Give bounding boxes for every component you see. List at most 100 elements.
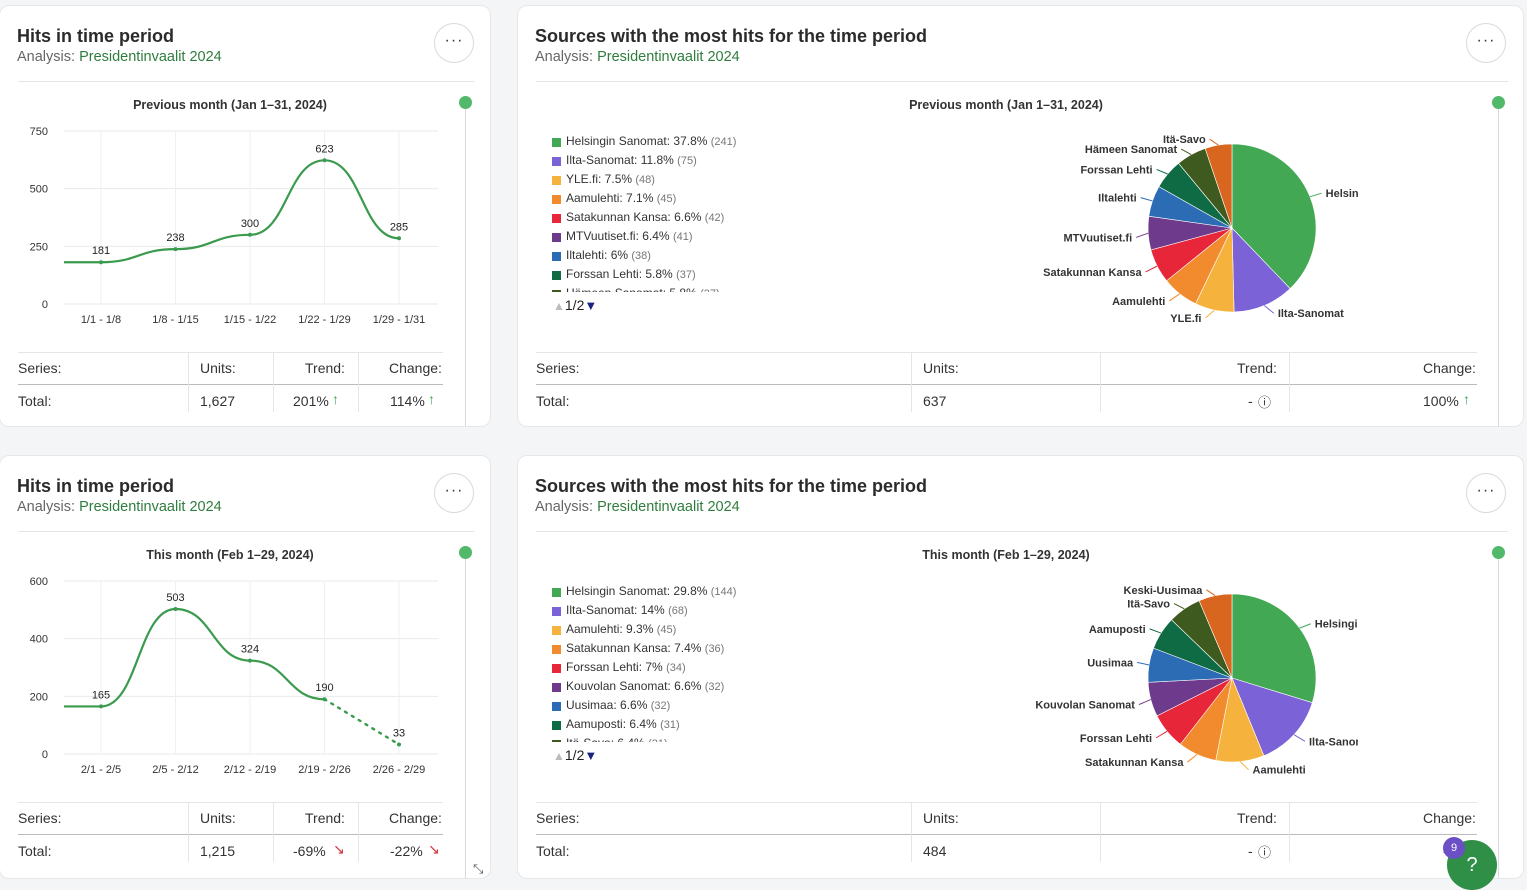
legend-label: Satakunnan Kansa: 7.4% [566,641,705,655]
pager-up-icon[interactable]: ▲ [553,749,565,763]
legend-swatch [552,233,561,242]
hits-card-current: Hits in time period Analysis: Presidenti… [0,455,491,879]
chart-title: Previous month (Jan 1–31, 2024) [909,98,1103,112]
pie-leader-line [1293,734,1306,742]
timeline-handle[interactable] [1492,96,1505,109]
row-units: 637 [923,393,947,409]
header-series: Series: [536,360,580,376]
card-analysis: Analysis: Presidentinvaalit 2024 [17,49,222,65]
legend-count: (32) [650,700,671,712]
row-trend: -69% [293,843,326,859]
legend-item[interactable]: Aamuposti: 6.4% (31) [552,717,736,736]
legend-item[interactable]: Uusimaa: 6.6% (32) [552,698,736,717]
data-point [173,247,178,252]
resize-handle-icon[interactable]: ⤡ [473,861,484,876]
timeline-handle[interactable] [459,96,472,109]
legend-item[interactable]: Helsingin Sanomat: 29.8% (144) [552,584,736,603]
data-label: 181 [92,245,110,257]
legend-item[interactable]: Satakunnan Kansa: 6.6% (42) [552,210,736,229]
y-tick-label: 500 [30,184,48,196]
legend-item[interactable]: Itä-Savo: 6.4% (31) [552,736,736,742]
col-sep [1289,802,1290,862]
timeline-handle[interactable] [459,546,472,559]
legend-item[interactable]: Hämeen Sanomat: 5.8% (37) [552,286,736,292]
legend-item[interactable]: Iltalehti: 6% (38) [552,248,736,267]
legend-label: Hämeen Sanomat: 5.8% [566,286,700,292]
header-change: Change: [1423,360,1476,376]
info-icon[interactable]: ⓘ [1258,395,1272,410]
more-options-button[interactable]: ··· [434,23,474,63]
row-change: 114% [390,393,425,409]
divider [18,802,443,803]
legend-item[interactable]: Ilta-Sanomat: 14% (68) [552,603,736,622]
x-tick-label: 1/1 - 1/8 [81,314,121,326]
legend-swatch [552,195,561,204]
pie-chart: Helsingin Sanomat Ilta-Sanomat YLE.fi Aamul… [1043,134,1358,325]
legend-label: Satakunnan Kansa: 6.6% [566,210,705,224]
pager-up-icon[interactable]: ▲ [553,299,565,313]
col-sep [358,802,359,862]
pie-label: Ilta-Sanomat [1309,736,1358,748]
row-units: 484 [923,843,947,859]
data-point [99,260,103,265]
pie-leader-line [1136,232,1149,238]
legend-item[interactable]: Ilta-Sanomat: 11.8% (75) [552,153,736,172]
legend-item[interactable]: Aamulehti: 9.3% (45) [552,622,736,641]
more-options-button[interactable]: ··· [1466,473,1506,513]
header-trend: Trend: [305,360,345,376]
legend-item[interactable]: Forssan Lehti: 7% (34) [552,660,736,679]
legend-count: (31) [660,719,680,731]
pager-down-icon[interactable]: ▼ [584,748,598,763]
legend-swatch [552,588,561,597]
chart-title: Previous month (Jan 1–31, 2024) [133,98,327,112]
pie-label: Hämeen Sanomat [1085,144,1178,156]
analysis-link[interactable]: Presidentinvaalit 2024 [597,499,740,515]
pie-label: Aamulehti [1112,296,1165,308]
card-title: Sources with the most hits for the time … [535,26,928,46]
legend-item[interactable]: YLE.fi: 7.5% (48) [552,172,736,191]
pie-leader-line [1239,761,1249,770]
timeline-line [465,556,466,878]
pie-leader-line [1187,754,1198,763]
legend-item[interactable]: Helsingin Sanomat: 37.8% (241) [552,134,736,153]
pie-label: Kouvolan Sanomat [1035,700,1135,712]
analysis-link[interactable]: Presidentinvaalit 2024 [79,499,222,515]
legend-count: (144) [710,586,737,598]
legend-label: MTVuutiset.fi: 6.4% [566,229,673,243]
y-tick-label: 0 [42,749,48,761]
legend-swatch [552,214,561,223]
legend-item[interactable]: Aamulehti: 7.1% (45) [552,191,736,210]
info-icon[interactable]: ⓘ [1258,845,1272,860]
x-tick-label: 1/22 - 1/29 [298,314,351,326]
data-point [248,232,252,237]
divider [18,834,443,835]
chart-title: This month (Feb 1–29, 2024) [922,548,1090,562]
header-series: Series: [536,810,580,826]
analysis-link[interactable]: Presidentinvaalit 2024 [597,49,740,65]
pie-leader-line [1206,589,1216,597]
more-options-button[interactable]: ··· [434,473,474,513]
header-change: Change: [389,810,442,826]
legend-item[interactable]: MTVuutiset.fi: 6.4% (41) [552,229,736,248]
legend-item[interactable]: Forssan Lehti: 5.8% (37) [552,267,736,286]
timeline-line [465,106,466,426]
pager-down-icon[interactable]: ▼ [584,298,598,313]
analysis-link[interactable]: Presidentinvaalit 2024 [79,49,222,65]
col-sep [1289,352,1290,412]
data-label: 165 [92,689,110,701]
legend-swatch [552,683,561,692]
pie-label: Ilta-Sanomat [1278,308,1344,320]
legend-item[interactable]: Satakunnan Kansa: 7.4% (36) [552,641,736,660]
more-options-button[interactable]: ··· [1466,23,1506,63]
y-tick-label: 400 [30,634,48,646]
pie-leader-line [1173,603,1185,610]
pie-leader-line [1145,265,1158,273]
legend-item[interactable]: Kouvolan Sanomat: 6.6% (32) [552,679,736,698]
row-trend: - [1248,393,1253,409]
row-label: Total: [18,393,52,409]
col-sep [188,352,189,412]
pie-label: Helsingin Sanomat [1326,188,1358,200]
data-label: 300 [241,218,259,230]
timeline-handle[interactable] [1492,546,1505,559]
legend-label: YLE.fi: 7.5% [566,172,636,186]
